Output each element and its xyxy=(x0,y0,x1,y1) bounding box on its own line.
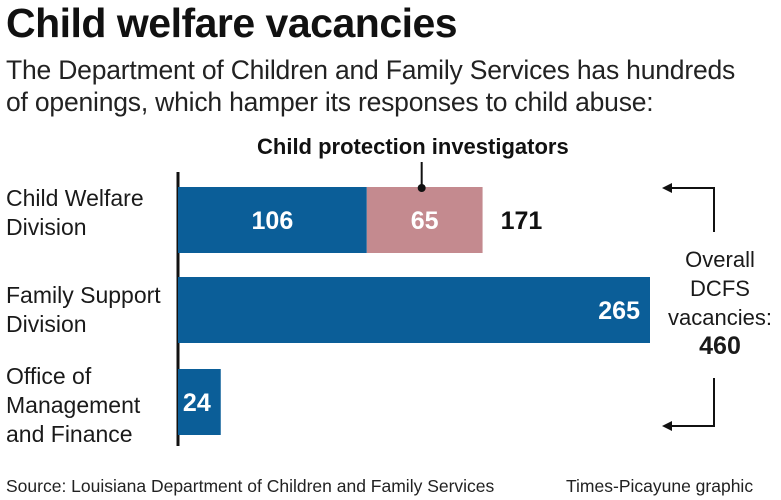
category-label-line: Management xyxy=(6,392,141,418)
bar-segment xyxy=(178,277,650,343)
category-label-family-support: Family Support Division xyxy=(6,281,161,339)
category-label-child-welfare: Child Welfare Division xyxy=(6,184,144,242)
bracket-bottom-arrowhead xyxy=(662,421,672,431)
bar-total-label: 171 xyxy=(501,207,543,235)
bracket-top-arrowhead xyxy=(662,183,672,193)
overall-vacancies-note: Overall DCFS vacancies: 460 xyxy=(660,245,780,361)
graphic-credit: Times-Picayune graphic xyxy=(566,476,754,496)
annotation-dot xyxy=(417,184,426,192)
category-label-line: Family Support xyxy=(6,282,161,308)
subtitle-line: The Department of Children and Family Se… xyxy=(6,55,736,85)
bracket-bottom-line xyxy=(668,378,715,427)
subtitle-line: of openings, which hamper its responses … xyxy=(6,87,654,117)
bar-value-label: 65 xyxy=(411,207,439,235)
side-note-line: DCFS xyxy=(690,276,750,301)
category-label-office-management: Office of Management and Finance xyxy=(6,362,140,449)
side-note-line: vacancies: xyxy=(668,305,772,330)
category-label-line: and Finance xyxy=(6,421,133,447)
category-label-line: Division xyxy=(6,214,87,240)
bar-segment xyxy=(178,369,221,435)
side-note-line: Overall xyxy=(685,247,755,272)
investigators-annotation: Child protection investigators xyxy=(257,134,569,159)
bar-value-label: 24 xyxy=(183,389,211,417)
category-label-line: Office of xyxy=(6,363,92,389)
source-note: Source: Louisiana Department of Children… xyxy=(6,476,495,496)
bar-value-label: 106 xyxy=(252,207,294,235)
chart-title: Child welfare vacancies xyxy=(6,0,458,46)
bar-segment xyxy=(178,187,367,253)
chart-subtitle: The Department of Children and Family Se… xyxy=(6,54,735,118)
bracket-top-line xyxy=(668,187,715,232)
bar-value-label: 265 xyxy=(598,297,640,325)
category-label-line: Child Welfare xyxy=(6,185,144,211)
bar-segment xyxy=(366,187,483,253)
overall-total: 460 xyxy=(699,332,741,360)
category-label-line: Division xyxy=(6,311,87,337)
